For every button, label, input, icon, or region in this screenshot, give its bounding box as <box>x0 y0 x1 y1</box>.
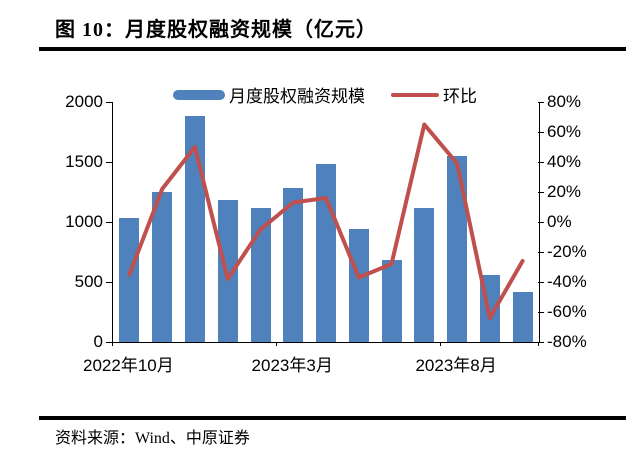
left-axis-label: 2000 <box>65 92 103 111</box>
bar-2023年2月 <box>250 207 271 342</box>
title-divider <box>39 47 626 51</box>
x-axis-tick <box>112 342 113 346</box>
legend-item-line: 环比 <box>391 82 477 107</box>
mom-change-line <box>127 122 525 320</box>
x-axis-tick <box>439 342 441 346</box>
source-note: 资料来源：Wind、中原证券 <box>55 430 250 447</box>
right-axis-tick <box>538 282 544 283</box>
left-axis-tick <box>106 282 112 283</box>
x-axis-label: 2022年10月 <box>83 356 174 375</box>
right-axis-label: -60% <box>547 302 587 321</box>
left-axis-label: 1000 <box>65 212 103 231</box>
x-axis-tick <box>538 342 539 346</box>
bar-series-swatch-icon <box>173 89 225 100</box>
right-axis-tick <box>538 132 544 133</box>
plot-area <box>112 102 540 343</box>
right-axis-tick <box>538 162 544 163</box>
right-axis-tick <box>538 102 544 103</box>
left-axis-label: 1500 <box>65 152 103 171</box>
left-axis-label: 500 <box>74 272 103 291</box>
left-axis-tick <box>106 222 112 223</box>
right-axis-tick <box>538 312 544 313</box>
x-axis-label: 2023年8月 <box>415 356 497 375</box>
right-axis-label: -20% <box>547 242 587 261</box>
right-axis-label: -80% <box>547 332 587 351</box>
left-axis-tick <box>106 102 112 103</box>
right-axis-label: 20% <box>547 182 582 201</box>
bar-2022年10月 <box>119 218 140 342</box>
bar-2023年10月 <box>512 291 533 342</box>
legend-line-label: 环比 <box>443 87 477 106</box>
legend-bar-label: 月度股权融资规模 <box>229 87 365 106</box>
left-axis-label: 0 <box>93 332 103 351</box>
bar-2023年3月 <box>283 188 304 342</box>
right-axis-label: 0% <box>547 212 572 231</box>
right-axis-tick <box>538 252 544 253</box>
bar-2023年5月 <box>348 229 369 342</box>
figure-title: 图 10：月度股权融资规模（亿元） <box>55 19 377 41</box>
right-axis-label: -40% <box>547 272 587 291</box>
bar-2022年11月 <box>152 192 173 342</box>
right-axis-label: 40% <box>547 152 582 171</box>
right-axis-tick <box>538 192 544 193</box>
chart-legend: 月度股权融资规模 环比 <box>112 82 538 107</box>
bar-2023年8月 <box>447 156 468 342</box>
right-axis-tick <box>538 222 544 223</box>
left-axis-tick <box>106 342 112 343</box>
bar-2023年7月 <box>414 207 435 342</box>
x-axis-tick <box>275 342 277 346</box>
right-axis-label: 80% <box>547 92 582 111</box>
line-series-swatch-icon <box>391 92 439 97</box>
right-axis-label: 60% <box>547 122 582 141</box>
bar-2023年6月 <box>381 260 402 342</box>
legend-item-bar: 月度股权融资规模 <box>173 82 365 107</box>
footer-divider <box>39 416 626 420</box>
left-axis-tick <box>106 162 112 163</box>
x-axis-label: 2023年3月 <box>251 356 333 375</box>
right-axis-tick <box>538 342 544 343</box>
